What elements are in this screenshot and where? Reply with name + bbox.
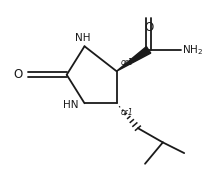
- Text: NH: NH: [75, 33, 91, 43]
- Polygon shape: [116, 47, 151, 71]
- Text: NH$_2$: NH$_2$: [182, 43, 204, 57]
- Text: or1: or1: [121, 108, 134, 117]
- Text: O: O: [14, 68, 23, 81]
- Text: or1: or1: [121, 58, 134, 67]
- Text: O: O: [144, 21, 153, 34]
- Text: HN: HN: [63, 100, 78, 110]
